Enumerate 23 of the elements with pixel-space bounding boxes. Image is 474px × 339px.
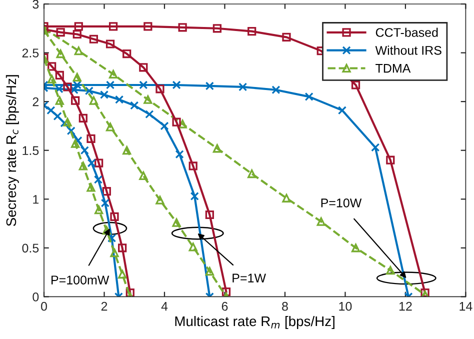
x-tick-label: 2 bbox=[101, 302, 108, 311]
x-tick-label: 0 bbox=[41, 302, 47, 311]
annotation: P=100mW bbox=[52, 276, 110, 284]
x-tick-label: 6 bbox=[222, 302, 228, 311]
x-axis-title: Multicast rate R$_{m}$ [bps/Hz] bbox=[175, 316, 334, 329]
annotation: P=10W bbox=[321, 198, 362, 208]
legend-label: TDMA bbox=[376, 64, 411, 73]
y-tick-label: 3 bbox=[32, 0, 39, 9]
legend-label: Without IRS bbox=[375, 46, 442, 55]
y-axis-title: Secrecy rate R$_{c}$ [bps/Hz] bbox=[6, 75, 19, 226]
annotation: P=1W bbox=[232, 274, 266, 282]
x-tick-label: 4 bbox=[161, 302, 168, 311]
y-tick-label: 1 bbox=[33, 195, 39, 204]
y-tick-label: 2 bbox=[32, 97, 39, 106]
x-tick-label: 10 bbox=[339, 302, 352, 311]
x-tick-label: 12 bbox=[399, 302, 412, 311]
y-tick-label: 0 bbox=[32, 292, 39, 302]
x-tick-label: 14 bbox=[460, 302, 472, 311]
x-tick-label: 8 bbox=[282, 302, 288, 311]
legend-label: CCT-based bbox=[376, 28, 438, 37]
y-tick-label: 1.5 bbox=[22, 146, 39, 155]
y-tick-label: 2.5 bbox=[22, 48, 39, 58]
y-tick-label: 0.5 bbox=[22, 244, 39, 253]
